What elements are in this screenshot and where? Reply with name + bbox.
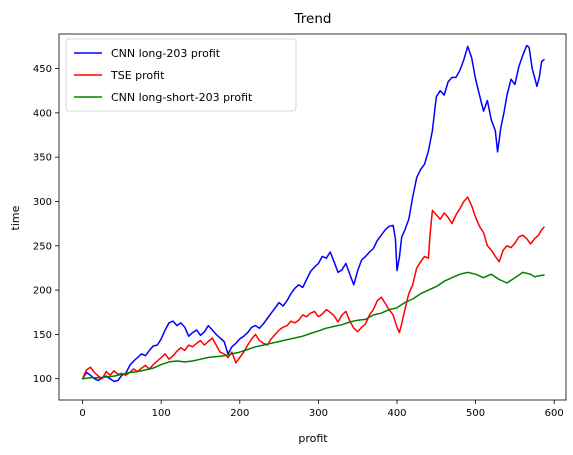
plot-frame [58, 33, 567, 401]
series-line-2 [81, 196, 545, 380]
series-layer [81, 44, 545, 383]
legend: CNN long-203 profit TSE profit CNN long-sh… [65, 38, 297, 112]
axes-layer [58, 33, 567, 401]
y-tick-label: 250 [33, 241, 52, 252]
x-tick-label: 300 [309, 408, 328, 419]
x-axis-label: profit [298, 432, 328, 445]
x-tick-label: 0 [79, 408, 85, 419]
y-tick-label: 350 [33, 153, 52, 164]
legend-box [65, 38, 297, 112]
series-line-1 [81, 44, 545, 383]
y-axis-label: time [9, 205, 22, 230]
x-tick-label: 400 [387, 408, 406, 419]
series-line-3 [81, 271, 545, 380]
x-tick-label: 500 [466, 408, 485, 419]
legend-entry: TSE profit [110, 69, 165, 82]
chart-title: Trend [294, 11, 332, 27]
legend-entry: CNN long-203 profit [111, 47, 221, 60]
y-tick-label: 200 [33, 286, 52, 297]
ticks-layer: 0 100 200 300 400 500 600 100 150 200 250 300 350 400… [33, 64, 564, 419]
legend-entry: CNN long-short-203 profit [111, 91, 253, 104]
x-tick-label: 100 [152, 408, 171, 419]
y-tick-label: 150 [33, 330, 52, 341]
y-tick-label: 450 [33, 64, 52, 75]
y-tick-label: 300 [33, 197, 52, 208]
y-tick-label: 100 [33, 374, 52, 385]
y-tick-label: 400 [33, 108, 52, 119]
x-tick-label: 600 [545, 408, 564, 419]
x-tick-label: 200 [230, 408, 249, 419]
